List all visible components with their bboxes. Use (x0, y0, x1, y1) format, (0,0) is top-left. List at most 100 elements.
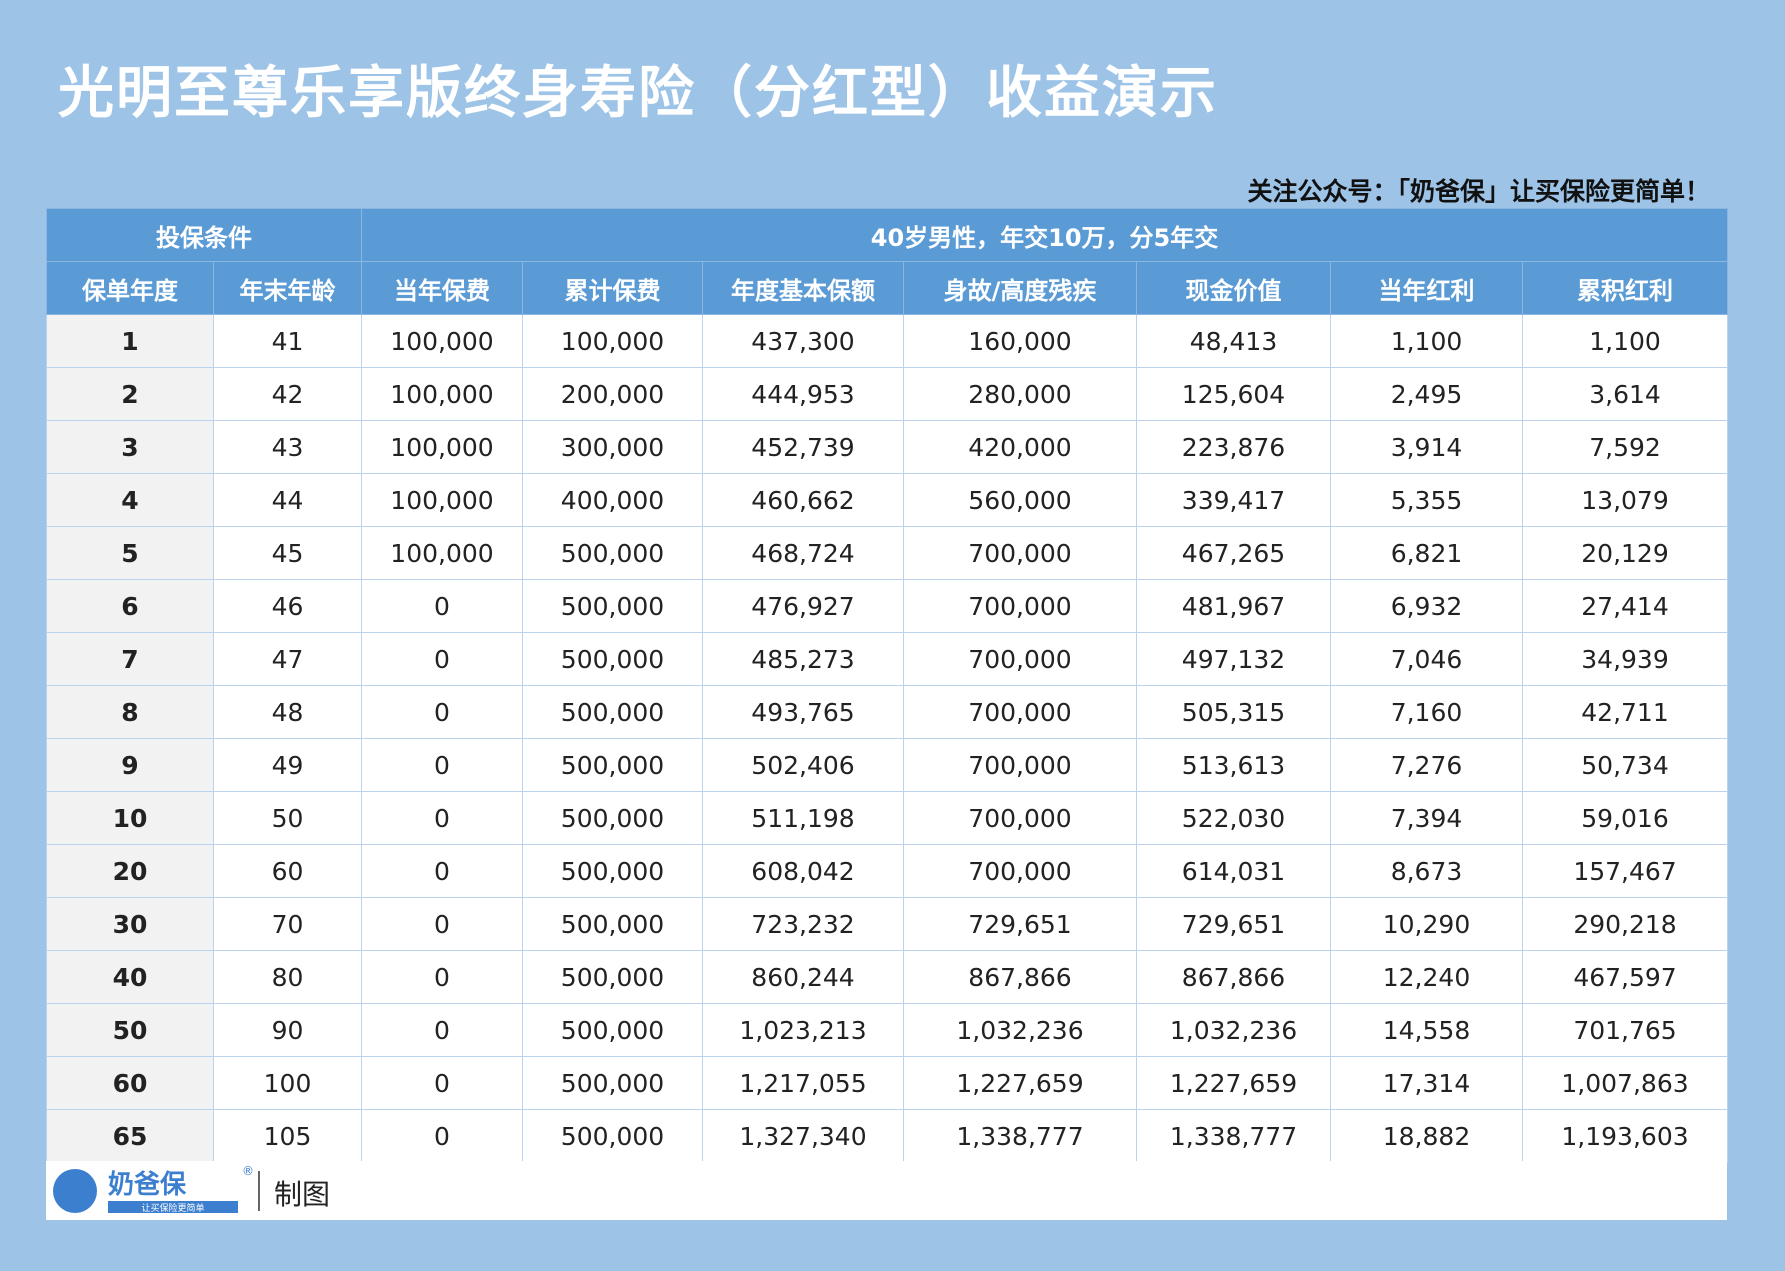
cell: 3 (46, 420, 214, 474)
column-header: 年度基本保额 (702, 261, 904, 315)
cell: 614,031 (1136, 844, 1331, 898)
cell: 867,866 (1136, 950, 1331, 1004)
cell: 608,042 (702, 844, 904, 898)
cell: 1,032,236 (1136, 1003, 1331, 1057)
cell: 0 (361, 897, 523, 951)
row: 2 42 100,000 200,000 444,953 280,000 125,604 2,… (46, 367, 1729, 421)
row: 30 70 0 500,000 723,232 729,651 729,651 10,290 2… (46, 897, 1729, 951)
cell: 10 (46, 791, 214, 845)
cell: 7,046 (1330, 632, 1523, 686)
row: 65 105 0 500,000 1,327,340 1,338,777 1,338,777… (46, 1109, 1729, 1163)
cell: 6,821 (1330, 526, 1523, 580)
cell: 701,765 (1521, 1003, 1729, 1057)
cell: 70 (213, 897, 362, 951)
cell: 2,495 (1330, 367, 1523, 421)
cell: 0 (361, 738, 523, 792)
row: 60 100 0 500,000 1,217,055 1,227,659 1,227,659… (46, 1056, 1729, 1110)
cell: 500,000 (522, 738, 703, 792)
column-header: 年末年龄 (213, 261, 362, 315)
cell: 500,000 (522, 791, 703, 845)
cell: 1,327,340 (702, 1109, 904, 1163)
cell: 500,000 (522, 632, 703, 686)
cell: 100,000 (361, 367, 523, 421)
cell: 50 (46, 1003, 214, 1057)
cell: 493,765 (702, 685, 904, 739)
cell: 60 (46, 1056, 214, 1110)
cell: 729,651 (903, 897, 1137, 951)
cell: 500,000 (522, 950, 703, 1004)
cell: 500,000 (522, 1056, 703, 1110)
logo-mark: ® (242, 1164, 254, 1178)
cell: 400,000 (522, 473, 703, 527)
cell: 100,000 (361, 314, 523, 368)
row: 50 90 0 500,000 1,023,213 1,032,236 1,032,236 1… (46, 1003, 1729, 1057)
cell: 339,417 (1136, 473, 1331, 527)
cell: 0 (361, 1109, 523, 1163)
column-header: 累积红利 (1521, 261, 1729, 315)
cell: 7 (46, 632, 214, 686)
cell: 1,338,777 (1136, 1109, 1331, 1163)
cell: 10,290 (1330, 897, 1523, 951)
cell: 2 (46, 367, 214, 421)
row: 8 48 0 500,000 493,765 700,000 505,315 7,160 42,… (46, 685, 1729, 739)
cell: 500,000 (522, 897, 703, 951)
cell: 513,613 (1136, 738, 1331, 792)
cell: 560,000 (903, 473, 1137, 527)
cell: 1,217,055 (702, 1056, 904, 1110)
cell: 300,000 (522, 420, 703, 474)
cell: 100,000 (361, 420, 523, 474)
column-header: 当年保费 (361, 261, 523, 315)
cell: 7,160 (1330, 685, 1523, 739)
cell: 3,614 (1521, 367, 1729, 421)
cell: 1,100 (1330, 314, 1523, 368)
cell: 3,914 (1330, 420, 1523, 474)
cell: 867,866 (903, 950, 1137, 1004)
footer: 奶爸保 ® 让买保险更简单 制图 (46, 1161, 1727, 1220)
cell: 200,000 (522, 367, 703, 421)
cell: 160,000 (903, 314, 1137, 368)
cell: 485,273 (702, 632, 904, 686)
cell: 46 (213, 579, 362, 633)
cell: 6 (46, 579, 214, 633)
cell: 105 (213, 1109, 362, 1163)
cell: 13,079 (1521, 473, 1729, 527)
logo-tagline: 让买保险更简单 (141, 1202, 204, 1214)
row: 6 46 0 500,000 476,927 700,000 481,967 6,932 27,… (46, 579, 1729, 633)
cell: 100 (213, 1056, 362, 1110)
cell: 700,000 (903, 738, 1137, 792)
cell: 0 (361, 1056, 523, 1110)
cell: 48 (213, 685, 362, 739)
row: 9 49 0 500,000 502,406 700,000 513,613 7,276 50,… (46, 738, 1729, 792)
cell: 1,193,603 (1521, 1109, 1729, 1163)
cell: 4 (46, 473, 214, 527)
cell: 500,000 (522, 1109, 703, 1163)
cell: 729,651 (1136, 897, 1331, 951)
cell: 18,882 (1330, 1109, 1523, 1163)
logo-tagline-bg (108, 1201, 238, 1213)
cell: 157,467 (1521, 844, 1729, 898)
logo-name: 奶爸保 (108, 1169, 187, 1200)
cell: 0 (361, 791, 523, 845)
cell: 452,739 (702, 420, 904, 474)
cell: 7,592 (1521, 420, 1729, 474)
row: 20 60 0 500,000 608,042 700,000 614,031 8,673 15… (46, 844, 1729, 898)
cell: 500,000 (522, 526, 703, 580)
header-row: 保单年度 年末年龄 当年保费 累计保费 年度基本保额 身故/高度残疾 现金价值 当年红利 累积红… (46, 261, 1729, 315)
cell: 8 (46, 685, 214, 739)
cell: 34,939 (1521, 632, 1729, 686)
cell: 43 (213, 420, 362, 474)
cell: 420,000 (903, 420, 1137, 474)
cell: 42 (213, 367, 362, 421)
row: 4 44 100,000 400,000 460,662 560,000 339,417 5,… (46, 473, 1729, 527)
cell: 6,932 (1330, 579, 1523, 633)
cell: 511,198 (702, 791, 904, 845)
cell: 1,023,213 (702, 1003, 904, 1057)
cell: 723,232 (702, 897, 904, 951)
cell: 0 (361, 632, 523, 686)
cell: 20,129 (1521, 526, 1729, 580)
cell: 700,000 (903, 791, 1137, 845)
cell: 1,032,236 (903, 1003, 1137, 1057)
cell: 502,406 (702, 738, 904, 792)
cell: 437,300 (702, 314, 904, 368)
